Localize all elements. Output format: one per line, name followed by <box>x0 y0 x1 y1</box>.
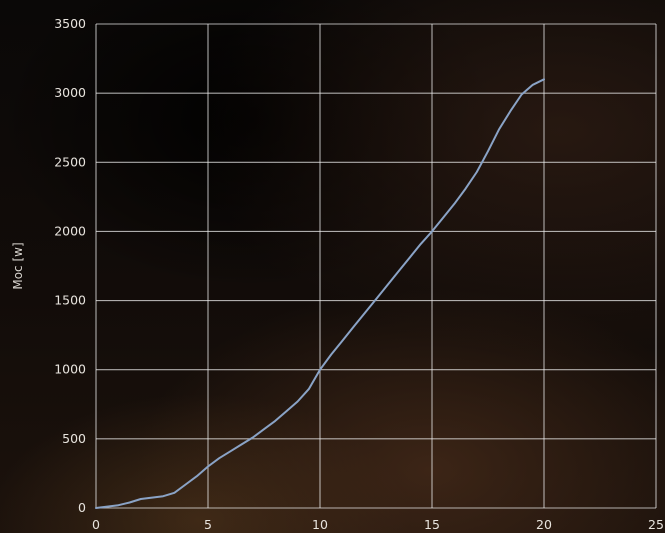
x-tick-label: 0 <box>92 517 100 532</box>
y-tick-label: 1000 <box>54 362 86 377</box>
x-tick-label: 5 <box>204 517 212 532</box>
y-tick-label: 500 <box>62 431 86 446</box>
x-tick-label: 10 <box>312 517 328 532</box>
y-tick-label: 1500 <box>54 293 86 308</box>
y-tick-label: 2000 <box>54 223 86 238</box>
y-tick-label: 3500 <box>54 16 86 31</box>
x-tick-label: 15 <box>424 517 440 532</box>
x-tick-label: 25 <box>648 517 664 532</box>
x-axis-ticks: 0 5 10 15 20 25 <box>92 517 664 532</box>
y-axis-ticks: 0 500 1000 1500 2000 2500 3000 3500 <box>54 16 86 515</box>
series-line <box>95 78 545 509</box>
x-tick-label: 20 <box>536 517 552 532</box>
series-lines <box>95 78 545 509</box>
y-axis-title: Moc [w] <box>11 242 25 289</box>
y-tick-label: 2500 <box>54 154 86 169</box>
y-tick-label: 3000 <box>54 85 86 100</box>
y-tick-label: 0 <box>78 500 86 515</box>
gridlines <box>95 23 657 509</box>
